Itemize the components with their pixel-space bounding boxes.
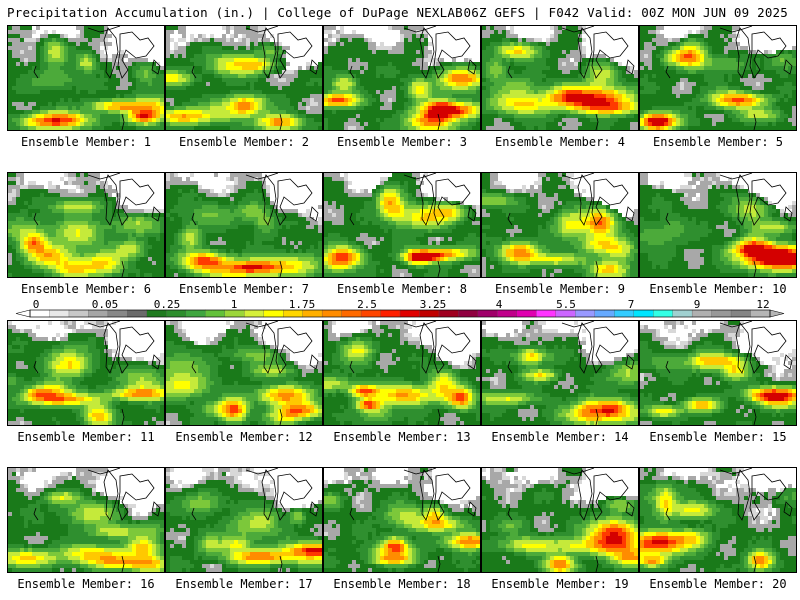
colorbar-swatch bbox=[88, 309, 109, 318]
colorbar bbox=[15, 309, 785, 318]
colorbar-swatch bbox=[730, 309, 752, 318]
colorbar-swatch bbox=[536, 309, 557, 318]
colorbar-tick-label: 12 bbox=[756, 298, 769, 311]
ensemble-member-label: Ensemble Member: 16 bbox=[7, 577, 165, 591]
colorbar-swatch bbox=[653, 309, 674, 318]
colorbar-swatch bbox=[575, 309, 596, 318]
colorbar-swatch bbox=[283, 309, 304, 318]
colorbar-swatch bbox=[497, 309, 518, 318]
ensemble-member-map bbox=[7, 25, 165, 131]
ensemble-member-label: Ensemble Member: 13 bbox=[323, 430, 481, 444]
colorbar-swatch bbox=[633, 309, 654, 318]
ensemble-member-label: Ensemble Member: 3 bbox=[323, 135, 481, 149]
colorbar-tick-label: 0.25 bbox=[154, 298, 181, 311]
colorbar-swatch bbox=[458, 309, 479, 318]
colorbar-swatch bbox=[68, 309, 89, 318]
colorbar-swatch bbox=[127, 309, 148, 318]
colorbar-swatch bbox=[263, 309, 284, 318]
ensemble-member-label: Ensemble Member: 11 bbox=[7, 430, 165, 444]
ensemble-member-label: Ensemble Member: 1 bbox=[7, 135, 165, 149]
ensemble-member-map bbox=[639, 25, 797, 131]
ensemble-member-label: Ensemble Member: 20 bbox=[639, 577, 797, 591]
colorbar-swatch bbox=[205, 309, 226, 318]
colorbar-swatch bbox=[244, 309, 265, 318]
colorbar-swatch bbox=[360, 309, 382, 318]
colorbar-swatch bbox=[750, 309, 771, 318]
ensemble-member-map bbox=[639, 172, 797, 278]
colorbar-swatch bbox=[691, 309, 713, 318]
ensemble-member-label: Ensemble Member: 18 bbox=[323, 577, 481, 591]
colorbar-swatch bbox=[399, 309, 421, 318]
ensemble-member-map bbox=[7, 172, 165, 278]
ensemble-member-label: Ensemble Member: 2 bbox=[165, 135, 323, 149]
colorbar-tick-label: 3.25 bbox=[420, 298, 447, 311]
colorbar-tick-label: 2.5 bbox=[357, 298, 377, 311]
colorbar-swatch bbox=[555, 309, 576, 318]
ensemble-member-label: Ensemble Member: 6 bbox=[7, 282, 165, 296]
ensemble-member-label: Ensemble Member: 15 bbox=[639, 430, 797, 444]
colorbar-swatch bbox=[438, 309, 459, 318]
colorbar-swatch bbox=[302, 309, 323, 318]
ensemble-member-map bbox=[323, 25, 481, 131]
ensemble-member-map bbox=[165, 320, 323, 426]
colorbar-swatch bbox=[380, 309, 401, 318]
colorbar-swatch bbox=[419, 309, 440, 318]
ensemble-member-map bbox=[481, 467, 639, 573]
forecast-valid-time: 06Z GEFS | F042 Valid: 00Z MON JUN 09 20… bbox=[464, 5, 788, 20]
colorbar-tick-label: 1 bbox=[231, 298, 238, 311]
colorbar-tick-label: 9 bbox=[694, 298, 701, 311]
colorbar-swatch bbox=[166, 309, 187, 318]
ensemble-member-map bbox=[7, 467, 165, 573]
colorbar-swatch bbox=[146, 309, 167, 318]
colorbar-tick-label: 1.75 bbox=[289, 298, 316, 311]
ensemble-member-map bbox=[481, 25, 639, 131]
colorbar-swatch bbox=[516, 309, 537, 318]
ensemble-member-map bbox=[639, 467, 797, 573]
ensemble-member-map bbox=[481, 172, 639, 278]
colorbar-tick-label: 0.05 bbox=[92, 298, 119, 311]
colorbar-swatch bbox=[614, 309, 635, 318]
colorbar-swatch bbox=[185, 309, 206, 318]
ensemble-member-map bbox=[323, 320, 481, 426]
colorbar-swatch bbox=[672, 309, 693, 318]
ensemble-member-map bbox=[323, 172, 481, 278]
ensemble-member-map bbox=[639, 320, 797, 426]
ensemble-member-map bbox=[481, 320, 639, 426]
ensemble-member-map bbox=[7, 320, 165, 426]
colorbar-tick-label: 0 bbox=[33, 298, 40, 311]
ensemble-member-map bbox=[165, 25, 323, 131]
ensemble-member-label: Ensemble Member: 7 bbox=[165, 282, 323, 296]
map-title: Precipitation Accumulation (in.) | Colle… bbox=[7, 5, 463, 20]
colorbar-swatch bbox=[224, 309, 245, 318]
colorbar-left-arrow bbox=[15, 309, 31, 318]
ensemble-member-label: Ensemble Member: 10 bbox=[639, 282, 797, 296]
colorbar-swatch bbox=[29, 309, 51, 318]
colorbar-swatch bbox=[321, 309, 343, 318]
colorbar-swatch bbox=[594, 309, 615, 318]
colorbar-swatch bbox=[341, 309, 362, 318]
ensemble-member-label: Ensemble Member: 8 bbox=[323, 282, 481, 296]
ensemble-member-label: Ensemble Member: 4 bbox=[481, 135, 639, 149]
colorbar-swatch bbox=[711, 309, 732, 318]
colorbar-tick-label: 5.5 bbox=[556, 298, 576, 311]
colorbar-swatch bbox=[49, 309, 70, 318]
ensemble-member-label: Ensemble Member: 14 bbox=[481, 430, 639, 444]
colorbar-tick-label: 4 bbox=[496, 298, 503, 311]
colorbar-swatch bbox=[477, 309, 498, 318]
ensemble-member-map bbox=[165, 172, 323, 278]
colorbar-tick-label: 7 bbox=[628, 298, 635, 311]
ensemble-member-label: Ensemble Member: 19 bbox=[481, 577, 639, 591]
ensemble-member-label: Ensemble Member: 9 bbox=[481, 282, 639, 296]
ensemble-member-map bbox=[165, 467, 323, 573]
ensemble-member-label: Ensemble Member: 5 bbox=[639, 135, 797, 149]
ensemble-member-map bbox=[323, 467, 481, 573]
colorbar-swatch bbox=[107, 309, 128, 318]
ensemble-member-label: Ensemble Member: 17 bbox=[165, 577, 323, 591]
colorbar-right-arrow bbox=[769, 309, 785, 318]
ensemble-member-label: Ensemble Member: 12 bbox=[165, 430, 323, 444]
